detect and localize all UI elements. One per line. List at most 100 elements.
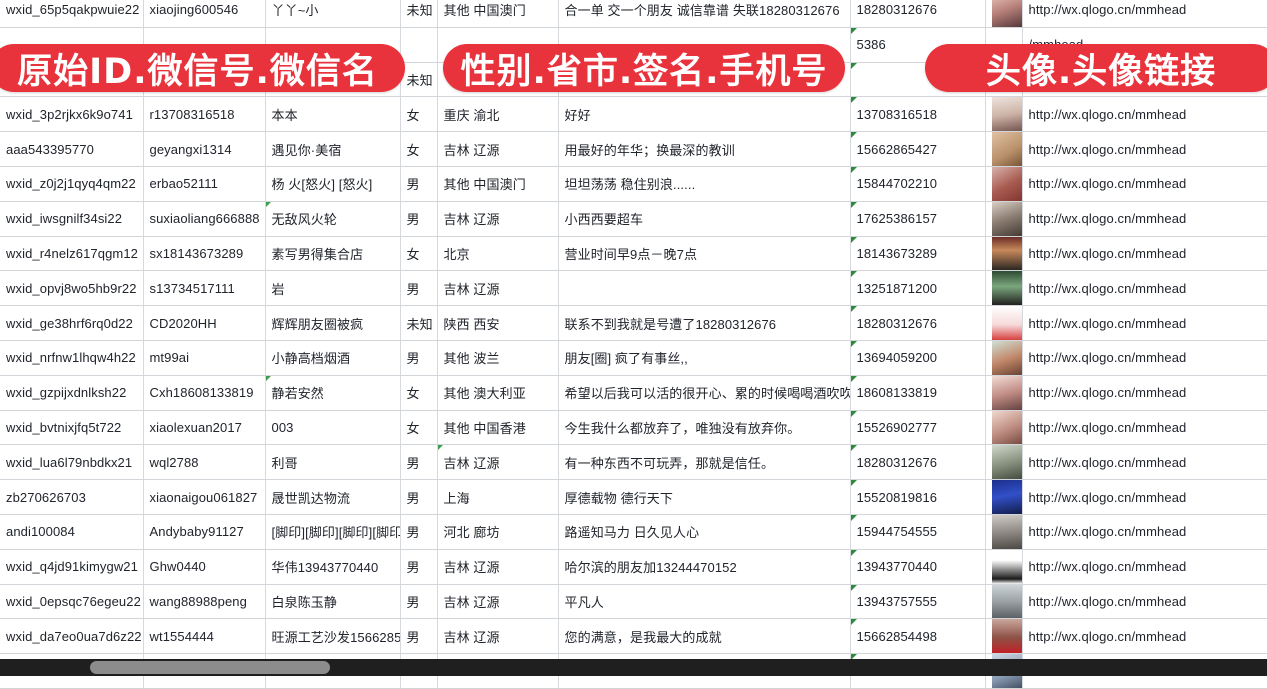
- cell-avatar[interactable]: [985, 618, 1023, 655]
- table-row[interactable]: wxid_bvtnixjfq5t722 xiaolexuan2017 003 女其他 …: [0, 410, 1267, 446]
- cell-phone[interactable]: 18143673289: [850, 236, 986, 272]
- cell-url[interactable]: http://wx.qlogo.cn/mmhead: [1022, 131, 1267, 167]
- cell-wxid[interactable]: wxid_q4jd91kimygw21: [0, 549, 144, 585]
- cell-url[interactable]: http://wx.qlogo.cn/mmhead: [1022, 410, 1267, 446]
- cell-gender[interactable]: 女: [400, 96, 438, 133]
- cell-phone[interactable]: 15662865427: [850, 131, 986, 167]
- cell-nickname[interactable]: 晟世凯达物流: [265, 479, 401, 515]
- cell-signature[interactable]: 坦坦荡荡 稳住别浪......: [558, 166, 851, 202]
- cell-phone[interactable]: 18280312676: [850, 444, 986, 481]
- horizontal-scrollbar[interactable]: [0, 659, 1267, 676]
- cell-phone[interactable]: 18280312676: [850, 305, 986, 341]
- cell-avatar[interactable]: [985, 444, 1023, 481]
- cell-gender[interactable]: 男: [400, 618, 438, 655]
- cell-phone[interactable]: 15662854498: [850, 618, 986, 655]
- cell-wechat[interactable]: erbao52111: [143, 166, 266, 202]
- cell-wechat[interactable]: Cxh18608133819: [143, 375, 266, 411]
- cell-wechat[interactable]: Ghw0440: [143, 549, 266, 585]
- cell-url[interactable]: http://wx.qlogo.cn/mmhead: [1022, 96, 1267, 133]
- cell-phone[interactable]: 18608133819: [850, 375, 986, 411]
- cell-nickname[interactable]: 小静高档烟酒: [265, 340, 401, 376]
- cell-phone[interactable]: 17625386157: [850, 201, 986, 237]
- cell-gender[interactable]: 男: [400, 514, 438, 550]
- cell-gender[interactable]: 未知: [400, 305, 438, 341]
- cell-nickname[interactable]: 利哥: [265, 444, 401, 481]
- cell-region[interactable]: 河北 廊坊: [437, 514, 559, 550]
- cell-gender[interactable]: 女: [400, 236, 438, 272]
- cell-avatar[interactable]: [985, 584, 1023, 620]
- cell-gender[interactable]: 男: [400, 479, 438, 515]
- cell-gender[interactable]: 男: [400, 201, 438, 237]
- cell-nickname[interactable]: 无敌风火轮: [265, 201, 401, 237]
- cell-avatar[interactable]: [985, 131, 1023, 167]
- cell-phone[interactable]: 18280312676: [850, 0, 986, 28]
- cell-gender[interactable]: 女: [400, 410, 438, 446]
- table-row[interactable]: wxid_ge38hrf6rq0d22 CD2020HH 辉辉朋友圈被疯 未知 陕西 西…: [0, 305, 1267, 341]
- cell-avatar[interactable]: [985, 305, 1023, 341]
- cell-wechat[interactable]: sx18143673289: [143, 236, 266, 272]
- cell-gender[interactable]: [400, 27, 438, 63]
- cell-nickname[interactable]: 本本: [265, 96, 401, 133]
- cell-gender[interactable]: 男: [400, 444, 438, 481]
- cell-signature[interactable]: 厚德载物 德行天下: [558, 479, 851, 515]
- cell-wxid[interactable]: wxid_lua6l79nbdkx21: [0, 444, 144, 481]
- cell-wechat[interactable]: xiaolexuan2017: [143, 410, 266, 446]
- cell-nickname[interactable]: [脚印][脚印][脚印][脚印: [265, 514, 401, 550]
- cell-gender[interactable]: 男: [400, 584, 438, 620]
- cell-signature[interactable]: [558, 270, 851, 307]
- cell-region[interactable]: 吉林 辽源: [437, 270, 559, 307]
- cell-wechat[interactable]: r13708316518: [143, 96, 266, 133]
- cell-avatar[interactable]: [985, 236, 1023, 272]
- cell-phone[interactable]: 15944754555: [850, 514, 986, 550]
- cell-url[interactable]: http://wx.qlogo.cn/mmhead: [1022, 236, 1267, 272]
- cell-phone[interactable]: 15844702210: [850, 166, 986, 202]
- cell-avatar[interactable]: [985, 270, 1023, 307]
- cell-gender[interactable]: 女: [400, 375, 438, 411]
- cell-url[interactable]: http://wx.qlogo.cn/mmhead: [1022, 514, 1267, 550]
- cell-region[interactable]: 其他 中国澳门: [437, 166, 559, 202]
- cell-region[interactable]: 吉林 辽源: [437, 618, 559, 655]
- cell-wechat[interactable]: Andybaby91127: [143, 514, 266, 550]
- cell-phone[interactable]: 13708316518: [850, 96, 986, 133]
- cell-nickname[interactable]: 旺源工艺沙发15662854: [265, 618, 401, 655]
- cell-nickname[interactable]: 岩: [265, 270, 401, 307]
- cell-nickname[interactable]: 辉辉朋友圈被疯: [265, 305, 401, 341]
- cell-region[interactable]: 其他 中国澳门: [437, 0, 559, 28]
- cell-nickname[interactable]: 杨 火[怒火] [怒火]: [265, 166, 401, 202]
- cell-signature[interactable]: 平凡人: [558, 584, 851, 620]
- cell-gender[interactable]: 女: [400, 131, 438, 167]
- cell-url[interactable]: http://wx.qlogo.cn/mmhead: [1022, 166, 1267, 202]
- cell-wechat[interactable]: xiaojing600546: [143, 0, 266, 28]
- table-row[interactable]: wxid_da7eo0ua7d6z22 wt1554444 旺源工艺沙发156628…: [0, 618, 1267, 655]
- cell-wechat[interactable]: xiaonaigou061827: [143, 479, 266, 515]
- cell-region[interactable]: 吉林 辽源: [437, 549, 559, 585]
- cell-signature[interactable]: 合一单 交一个朋友 诚信靠谱 失联18280312676: [558, 0, 851, 28]
- cell-wxid[interactable]: wxid_3p2rjkx6k9o741: [0, 96, 144, 133]
- cell-phone[interactable]: 15526902777: [850, 410, 986, 446]
- cell-wechat[interactable]: geyangxi1314: [143, 131, 266, 167]
- cell-url[interactable]: http://wx.qlogo.cn/mmhead: [1022, 584, 1267, 620]
- cell-region[interactable]: 北京: [437, 236, 559, 272]
- cell-wxid[interactable]: andi100084: [0, 514, 144, 550]
- cell-avatar[interactable]: [985, 514, 1023, 550]
- cell-gender[interactable]: 未知: [400, 62, 438, 98]
- cell-wxid[interactable]: wxid_nrfnw1lhqw4h22: [0, 340, 144, 376]
- table-row[interactable]: wxid_3p2rjkx6k9o741 r13708316518 本本女重庆 渝北好…: [0, 96, 1267, 133]
- table-row[interactable]: wxid_lua6l79nbdkx21 wql2788 利哥男吉林 辽源 有一种东西不…: [0, 444, 1267, 481]
- cell-nickname[interactable]: 静若安然: [265, 375, 401, 411]
- cell-url[interactable]: http://wx.qlogo.cn/mmhead: [1022, 444, 1267, 481]
- cell-phone[interactable]: 13943757555: [850, 584, 986, 620]
- cell-region[interactable]: 吉林 辽源: [437, 584, 559, 620]
- cell-wxid[interactable]: aaa543395770: [0, 131, 144, 167]
- cell-gender[interactable]: 男: [400, 166, 438, 202]
- cell-nickname[interactable]: 遇见你·美宿: [265, 131, 401, 167]
- table-row[interactable]: wxid_q4jd91kimygw21 Ghw0440 华伟13943770440 男…: [0, 549, 1267, 585]
- cell-wxid[interactable]: wxid_0epsqc76egeu22: [0, 584, 144, 620]
- cell-signature[interactable]: 联系不到我就是号遭了18280312676: [558, 305, 851, 341]
- cell-region[interactable]: 其他 波兰: [437, 340, 559, 376]
- cell-gender[interactable]: 男: [400, 270, 438, 307]
- cell-avatar[interactable]: [985, 166, 1023, 202]
- cell-url[interactable]: http://wx.qlogo.cn/mmhead: [1022, 549, 1267, 585]
